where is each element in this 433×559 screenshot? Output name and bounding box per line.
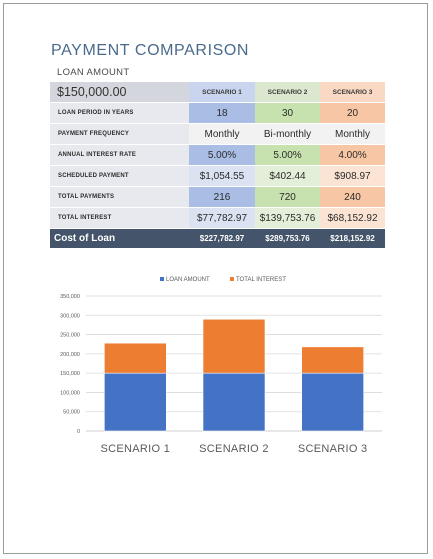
x-category-label: SCENARIO 2 bbox=[199, 443, 269, 455]
table-cell: 216 bbox=[189, 186, 255, 208]
scenario-3-header: SCENARIO 3 bbox=[320, 82, 385, 103]
table-cell: $908.97 bbox=[320, 165, 385, 187]
x-category-label: SCENARIO 3 bbox=[298, 443, 368, 455]
bar-loan-amount bbox=[301, 372, 364, 432]
table-row: ANNUAL INTEREST RATE 5.00% 5.00% 4.00% bbox=[50, 144, 385, 166]
y-tick-label: 250,000 bbox=[60, 333, 80, 339]
y-tick-label: 150,000 bbox=[60, 371, 80, 377]
cost-of-loan-row: Cost of Loan $227,782.97 $289,753.76 $21… bbox=[50, 228, 385, 249]
loan-amount-heading: LOAN AMOUNT bbox=[57, 67, 130, 78]
table-cell[interactable]: Bi-monthly bbox=[255, 123, 320, 145]
cost-of-loan-label: Cost of Loan bbox=[50, 228, 189, 249]
row-label: SCHEDULED PAYMENT bbox=[50, 165, 189, 187]
cost-of-loan-value: $289,753.76 bbox=[255, 228, 320, 249]
y-tick-label: 0 bbox=[77, 429, 80, 435]
cost-of-loan-value: $218,152.92 bbox=[320, 228, 385, 249]
table-cell: $77,782.97 bbox=[189, 207, 255, 229]
x-category-label: SCENARIO 1 bbox=[101, 443, 171, 455]
page-title: PAYMENT COMPARISON bbox=[51, 42, 250, 59]
scenario-2-header: SCENARIO 2 bbox=[255, 82, 320, 103]
legend-label: LOAN AMOUNT bbox=[166, 277, 210, 283]
legend-swatch bbox=[230, 277, 234, 281]
table-row: PAYMENT FREQUENCY Monthly Bi-monthly Mon… bbox=[50, 123, 385, 145]
table-cell: $139,753.76 bbox=[255, 207, 320, 229]
y-tick-label: 100,000 bbox=[60, 390, 80, 396]
table-cell: 720 bbox=[255, 186, 320, 208]
table-row: LOAN PERIOD IN YEARS 18 30 20 bbox=[50, 102, 385, 124]
table-cell[interactable]: 18 bbox=[189, 102, 255, 124]
y-tick-label: 200,000 bbox=[60, 352, 80, 358]
y-tick-label: 300,000 bbox=[60, 313, 80, 319]
table-row: SCHEDULED PAYMENT $1,054.55 $402.44 $908… bbox=[50, 165, 385, 187]
row-label: PAYMENT FREQUENCY bbox=[50, 123, 189, 145]
y-tick-label: 350,000 bbox=[60, 294, 80, 300]
table-cell[interactable]: Monthly bbox=[320, 123, 385, 145]
scenario-1-header: SCENARIO 1 bbox=[189, 82, 255, 103]
row-label: TOTAL PAYMENTS bbox=[50, 186, 189, 208]
row-label: ANNUAL INTEREST RATE bbox=[50, 144, 189, 166]
loan-amount-value[interactable]: $150,000.00 bbox=[50, 82, 189, 103]
table-cell: $1,054.55 bbox=[189, 165, 255, 187]
table-cell: $68,152.92 bbox=[320, 207, 385, 229]
legend-swatch bbox=[160, 277, 164, 281]
table-header-row: $150,000.00 SCENARIO 1 SCENARIO 2 SCENAR… bbox=[50, 82, 385, 103]
row-label: TOTAL INTEREST bbox=[50, 207, 189, 229]
bar-total-interest bbox=[301, 346, 364, 374]
table-cell[interactable]: 30 bbox=[255, 102, 320, 124]
bar-loan-amount bbox=[104, 372, 167, 432]
bar-total-interest bbox=[104, 342, 167, 374]
table-row: TOTAL PAYMENTS 216 720 240 bbox=[50, 186, 385, 208]
bar-total-interest bbox=[202, 318, 266, 374]
y-tick-label: 50,000 bbox=[63, 410, 80, 416]
table-cell: 240 bbox=[320, 186, 385, 208]
row-label: LOAN PERIOD IN YEARS bbox=[50, 102, 189, 124]
comparison-table: $150,000.00 SCENARIO 1 SCENARIO 2 SCENAR… bbox=[50, 82, 385, 249]
table-cell[interactable]: 5.00% bbox=[255, 144, 320, 166]
table-cell[interactable]: 5.00% bbox=[189, 144, 255, 166]
bar-loan-amount bbox=[202, 372, 266, 432]
cost-of-loan-value: $227,782.97 bbox=[189, 228, 255, 249]
table-cell: $402.44 bbox=[255, 165, 320, 187]
legend-label: TOTAL INTEREST bbox=[236, 277, 286, 283]
table-cell[interactable]: 20 bbox=[320, 102, 385, 124]
table-cell[interactable]: Monthly bbox=[189, 123, 255, 145]
table-row: TOTAL INTEREST $77,782.97 $139,753.76 $6… bbox=[50, 207, 385, 229]
table-cell[interactable]: 4.00% bbox=[320, 144, 385, 166]
